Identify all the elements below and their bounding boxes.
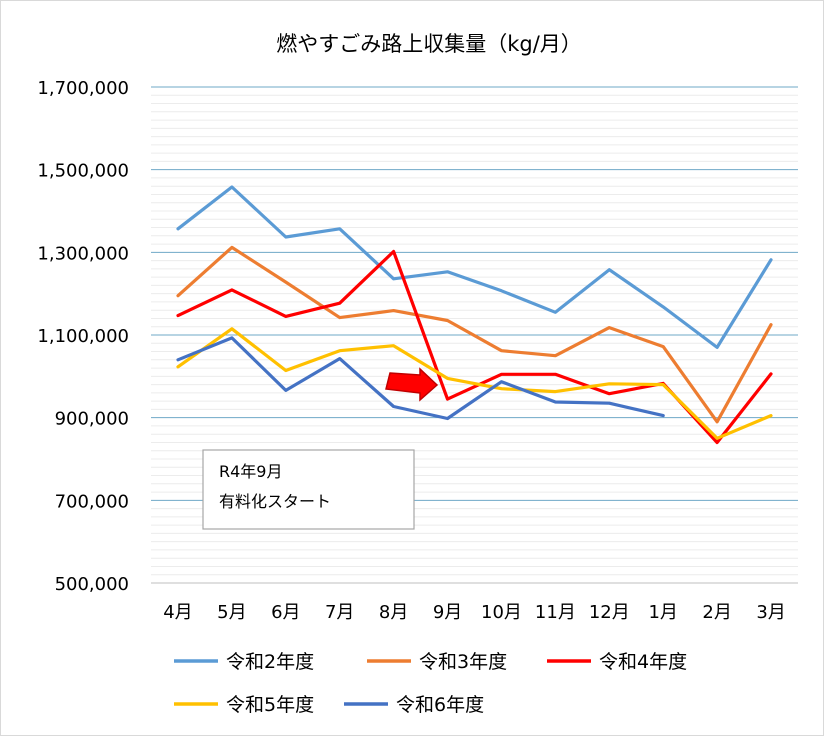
chart-title: 燃やすごみ路上収集量（kg/月） <box>276 32 582 56</box>
x-tick-label: 5月 <box>217 602 246 623</box>
x-tick-label: 3月 <box>756 602 785 623</box>
x-tick-label: 11月 <box>535 602 576 623</box>
x-tick-label: 1月 <box>648 602 677 623</box>
series-line <box>176 327 773 440</box>
x-tick-label: 6月 <box>271 602 300 623</box>
y-tick-label: 1,300,000 <box>37 243 129 264</box>
legend-label: 令和3年度 <box>419 651 507 673</box>
x-tick-label: 4月 <box>163 602 192 623</box>
arrow-annotation-icon <box>385 367 439 402</box>
legend-item: 令和5年度 <box>174 694 314 716</box>
y-tick-label: 1,500,000 <box>37 161 129 182</box>
legend-label: 令和6年度 <box>396 694 484 716</box>
series-lines <box>176 185 773 445</box>
legend-label: 令和4年度 <box>599 651 687 673</box>
y-axis-tick-labels: 500,000 700,000 900,000 1,100,000 1,300,000 1… <box>37 78 129 595</box>
x-tick-label: 2月 <box>702 602 731 623</box>
legend-item: 令和4年度 <box>547 651 687 673</box>
legend-label: 令和2年度 <box>226 651 314 673</box>
x-tick-label: 10月 <box>481 602 522 623</box>
y-tick-label: 500,000 <box>55 574 129 595</box>
legend-item: 令和2年度 <box>174 651 314 673</box>
x-tick-label: 7月 <box>325 602 354 623</box>
legend-item: 令和6年度 <box>344 694 484 716</box>
y-tick-label: 900,000 <box>55 409 129 430</box>
y-tick-label: 1,100,000 <box>37 326 129 347</box>
x-axis-tick-labels: 4月 5月 6月 7月 8月 9月 10月 11月 12月 1月 2月 3月 <box>163 602 786 623</box>
x-tick-label: 9月 <box>433 602 462 623</box>
y-tick-label: 700,000 <box>55 491 129 512</box>
series-line <box>176 336 665 421</box>
annotations: R4年9月 有料化スタート <box>202 367 439 530</box>
legend-label: 令和5年度 <box>226 694 314 716</box>
y-tick-label: 1,700,000 <box>37 78 129 99</box>
annotation-line-2: 有料化スタート <box>219 492 331 511</box>
series-line <box>176 245 773 424</box>
annotation-line-1: R4年9月 <box>219 462 282 481</box>
x-tick-label: 12月 <box>589 602 630 623</box>
series-line <box>176 185 773 349</box>
annotation-textbox <box>202 449 415 530</box>
x-tick-label: 8月 <box>379 602 408 623</box>
legend-item: 令和3年度 <box>367 651 507 673</box>
